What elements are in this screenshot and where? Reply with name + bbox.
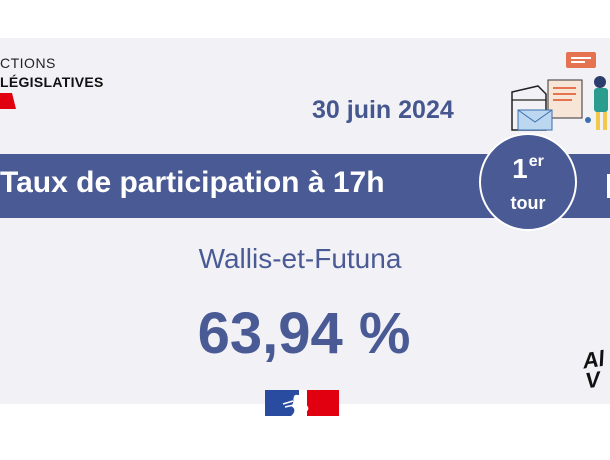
region-name: Wallis-et-Futuna <box>0 243 610 275</box>
banner-title: Taux de participation à 17h <box>0 166 385 199</box>
logo-line-1: CTIONS <box>0 55 56 71</box>
republique-francaise-flag-icon <box>265 390 339 416</box>
tour-number: 1er <box>481 153 575 185</box>
election-date: 30 juin 2024 <box>312 96 454 124</box>
banner-edge-mark <box>607 174 610 198</box>
participation-rate: 63,94 % <box>0 300 610 367</box>
announcement-card: CTIONS LÉGISLATIVES 30 juin 2024 Taux de… <box>0 38 610 404</box>
tour-badge: 1er tour <box>479 133 577 231</box>
marianne-red-mark-icon <box>0 93 16 109</box>
tour-number-suffix: er <box>528 153 544 170</box>
slogan-line-2: V <box>583 366 602 394</box>
participation-rate-value: 63,94 % <box>197 301 411 366</box>
ballot-box-illustration-icon <box>511 52 608 131</box>
tour-number-value: 1 <box>512 153 528 184</box>
tour-word: tour <box>510 193 546 213</box>
logo-line-2: LÉGISLATIVES <box>0 74 104 90</box>
region-name-text: Wallis-et-Futuna <box>198 243 402 274</box>
